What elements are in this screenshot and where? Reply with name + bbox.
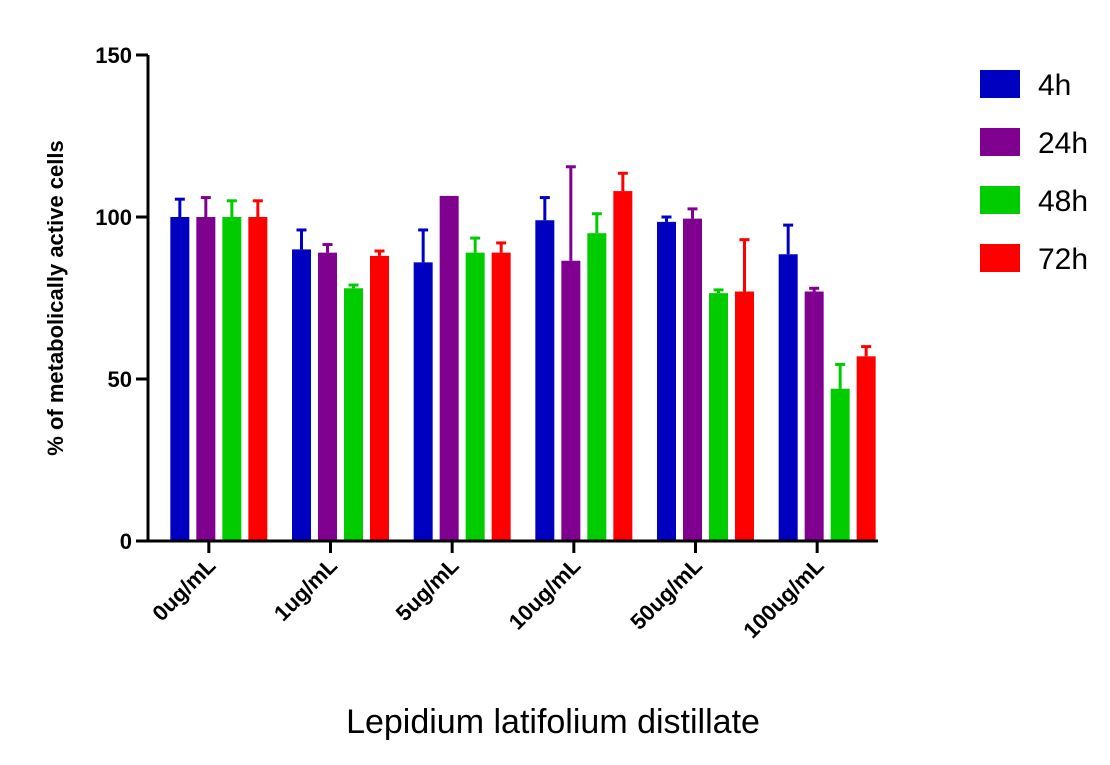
x-tick-label-5ug/mL: 5ug/mL (391, 553, 464, 626)
bar-48h-10ug/mL (587, 233, 607, 541)
legend-label-4h: 4h (1038, 69, 1071, 102)
bar-24h-100ug/mL (804, 291, 824, 541)
bar-4h-100ug/mL (778, 254, 798, 541)
x-axis-title: Lepidium latifolium distillate (346, 703, 760, 741)
legend-swatch-72h (980, 244, 1020, 272)
y-axis-title: % of metabolically active cells (43, 140, 68, 455)
bar-72h-50ug/mL (735, 291, 754, 541)
bar-4h-5ug/mL (413, 262, 433, 541)
bar-24h-5ug/mL (439, 195, 459, 541)
legend-label-72h: 72h (1038, 243, 1088, 276)
x-tick-label-1ug/mL: 1ug/mL (269, 553, 342, 626)
bar-48h-50ug/mL (709, 293, 728, 541)
bar-48h-100ug/mL (830, 388, 850, 541)
bar-72h-0ug/mL (248, 217, 268, 541)
legend-swatch-4h (980, 70, 1020, 98)
x-tick-label-100ug/mL: 100ug/mL (738, 553, 828, 643)
bar-24h-1ug/mL (318, 252, 337, 541)
y-tick-label-100: 100 (95, 205, 132, 230)
bar-72h-10ug/mL (613, 191, 633, 541)
y-tick-label-50: 50 (108, 367, 132, 392)
legend: 4h 24h 48h 72h (980, 69, 1088, 276)
bar-48h-5ug/mL (465, 252, 485, 541)
bar-72h-5ug/mL (491, 252, 511, 541)
y-tick-label-0: 0 (120, 529, 132, 554)
legend-swatch-24h (980, 128, 1020, 156)
x-tick-label-10ug/mL: 10ug/mL (504, 553, 586, 635)
legend-label-24h: 24h (1038, 127, 1088, 160)
bar-4h-50ug/mL (657, 221, 676, 542)
x-tick-label-0ug/mL: 0ug/mL (147, 553, 220, 626)
bar-4h-10ug/mL (535, 220, 555, 542)
bar-24h-0ug/mL (196, 217, 216, 541)
x-tick-label-50ug/mL: 50ug/mL (625, 553, 707, 635)
y-tick-label-150: 150 (95, 43, 132, 68)
bar-72h-100ug/mL (856, 356, 876, 541)
legend-swatch-48h (980, 186, 1020, 214)
bar-24h-10ug/mL (561, 260, 581, 541)
legend-label-48h: 48h (1038, 185, 1088, 218)
bars-layer (170, 165, 876, 542)
bar-4h-1ug/mL (292, 249, 311, 541)
bar-4h-0ug/mL (170, 217, 190, 541)
bar-72h-1ug/mL (370, 255, 389, 541)
bar-48h-0ug/mL (222, 217, 242, 541)
bar-48h-1ug/mL (344, 288, 363, 541)
bar-24h-50ug/mL (683, 218, 702, 541)
